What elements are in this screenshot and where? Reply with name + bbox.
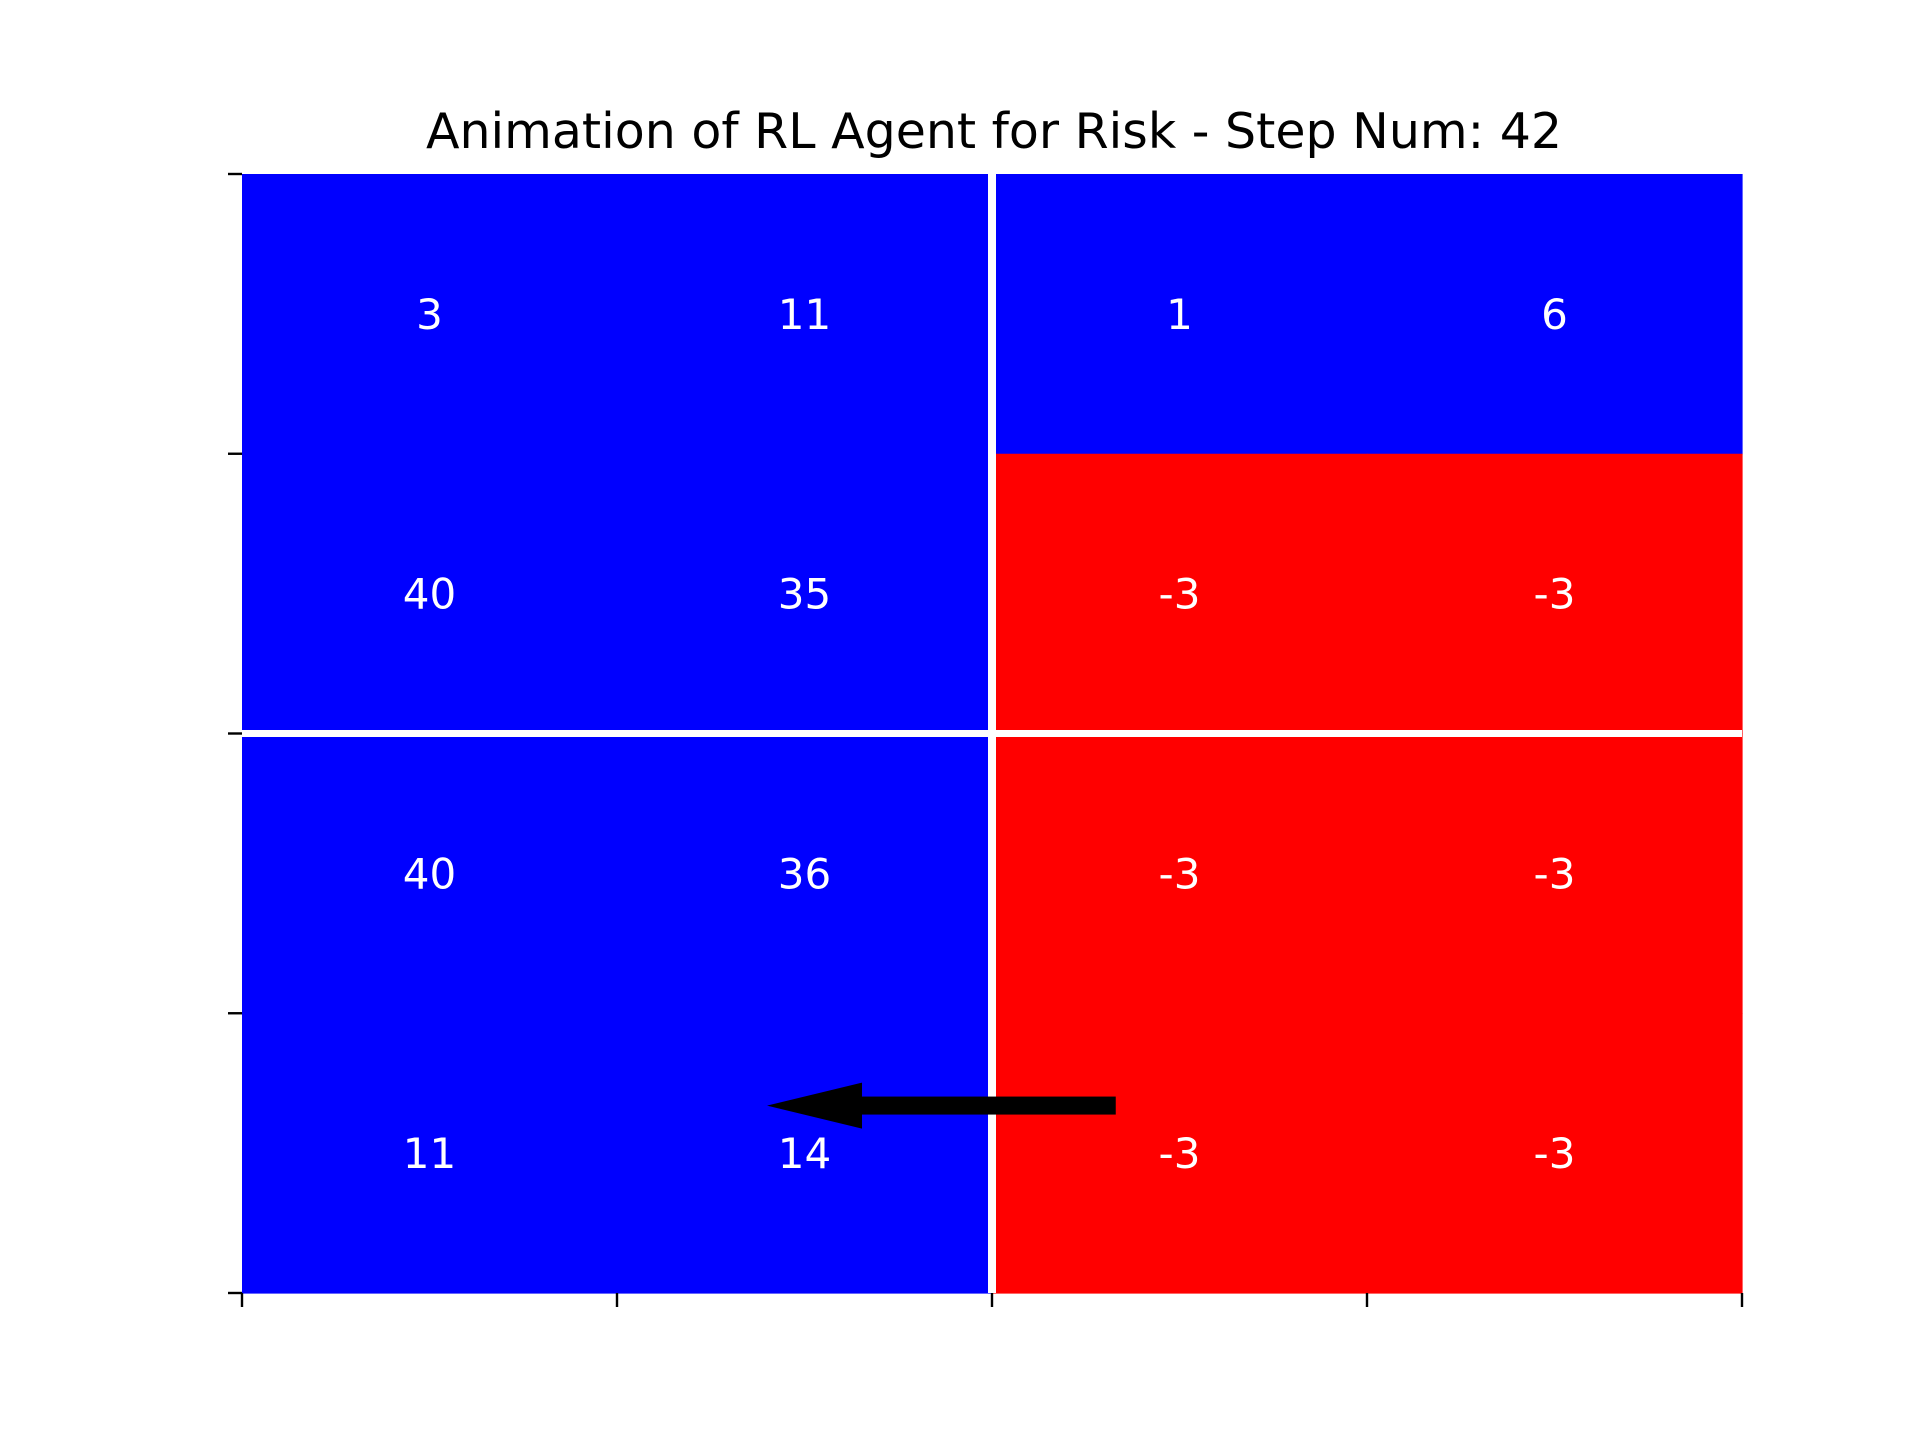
heatmap-cell-r1-c0 [242, 453, 618, 735]
cell-label-r1-c1: 35 [778, 570, 831, 619]
action-arrow-head [767, 1082, 862, 1129]
cell-label-r2-c0: 40 [403, 849, 456, 898]
action-arrow-layer [767, 1082, 1116, 1129]
action-arrow-shaft [862, 1096, 1116, 1115]
heatmap-cell-r0-c0 [242, 174, 618, 455]
heatmap-cell-r3-c1 [617, 1013, 993, 1294]
cell-label-r3-c0: 11 [403, 1129, 456, 1178]
heatmap-cell-r2-c2 [992, 733, 1368, 1014]
heatmap-cell-r2-c0 [242, 733, 618, 1014]
cell-label-r0-c2: 1 [1166, 290, 1193, 339]
heatmap-cell-r1-c1 [617, 453, 993, 735]
cell-label-r1-c0: 40 [403, 570, 456, 619]
cell-label-r0-c3: 6 [1541, 290, 1568, 339]
cell-label-r3-c2: -3 [1159, 1129, 1201, 1178]
cell-label-r3-c1: 14 [778, 1129, 831, 1178]
heatmap-cell-r3-c2 [992, 1013, 1368, 1294]
cell-label-r2-c2: -3 [1159, 849, 1201, 898]
heatmap-cell-r3-c3 [1367, 1013, 1743, 1294]
cell-label-r2-c3: -3 [1534, 849, 1576, 898]
heatmap-cell-r1-c2 [992, 453, 1368, 735]
cell-labels: 3 11 1 640 35 -3 -340 36 -3 -311 14 -3 -3 [403, 290, 1576, 1178]
heatmap-cell-r2-c1 [617, 733, 993, 1014]
cell-label-r1-c3: -3 [1534, 570, 1576, 619]
chart-title: Animation of RL Agent for Risk - Step Nu… [426, 103, 1562, 160]
cell-label-r0-c0: 3 [416, 290, 443, 339]
heatmap-cell-r0-c1 [617, 174, 993, 455]
heatmap-cell-r3-c0 [242, 1013, 618, 1294]
cell-label-r1-c2: -3 [1159, 570, 1201, 619]
cell-label-r0-c1: 11 [778, 290, 831, 339]
heatmap-cell-r1-c3 [1367, 453, 1743, 735]
axes [228, 172, 1744, 1307]
heatmap-cell-r0-c2 [992, 174, 1368, 455]
cell-label-r2-c1: 36 [778, 849, 831, 898]
cell-label-r3-c3: -3 [1534, 1129, 1576, 1178]
heatmap-cell-r2-c3 [1367, 733, 1743, 1014]
heatmap-cell-r0-c3 [1367, 174, 1743, 455]
heatmap-cells [242, 174, 1743, 1294]
